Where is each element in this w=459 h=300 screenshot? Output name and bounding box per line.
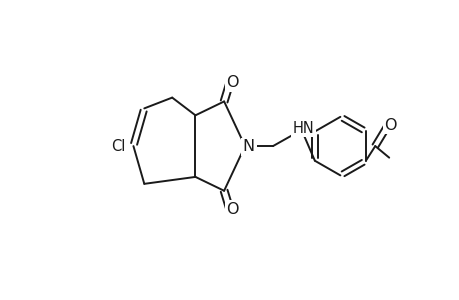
- Text: O: O: [226, 202, 238, 217]
- Text: Cl: Cl: [111, 139, 125, 154]
- Text: HN: HN: [291, 121, 313, 136]
- Text: O: O: [226, 76, 238, 91]
- Text: O: O: [384, 118, 396, 133]
- Text: N: N: [242, 140, 254, 154]
